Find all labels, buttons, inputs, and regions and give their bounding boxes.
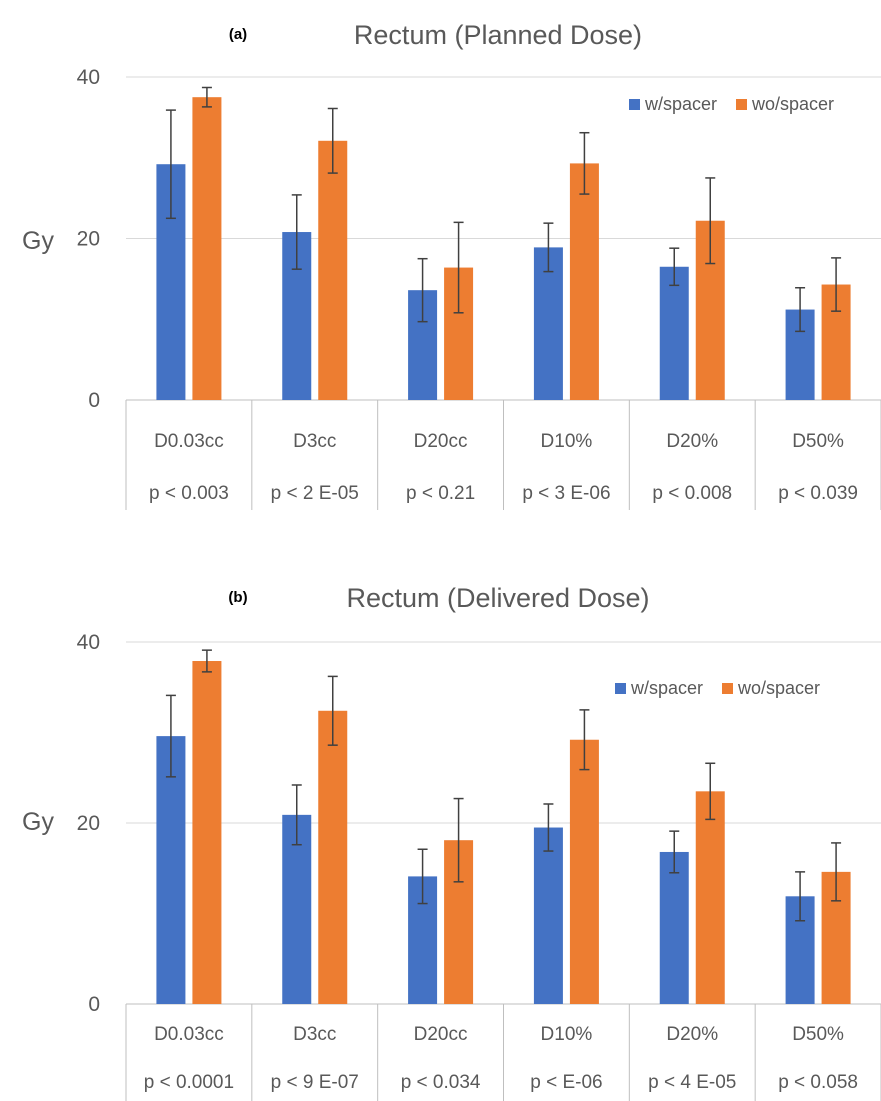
x-tick-sublabel: p < 0.034 (401, 1072, 481, 1093)
x-tick-label: D0.03cc (154, 431, 224, 452)
x-tick-sublabel: p < 0.0001 (144, 1072, 234, 1093)
x-tick-sublabel: p < 0.003 (149, 483, 229, 504)
x-tick-label: D20% (666, 1024, 718, 1045)
x-tick-label: D50% (792, 1024, 844, 1045)
panel-label: (b) (228, 589, 247, 606)
legend-label: wo/spacer (751, 94, 834, 114)
y-tick-label: 20 (77, 228, 100, 251)
y-axis-title: Gy (22, 808, 54, 836)
x-tick-label: D50% (792, 431, 844, 452)
chart-svg: 0 20 40 D0.03cc p < 0.003 D3cc p < 2 E-05 D20cc… (22, 20, 881, 510)
y-tick-label: 0 (88, 389, 100, 412)
bar-wo-spacer (695, 791, 725, 1004)
legend-label: wo/spacer (737, 678, 820, 698)
legend-swatch (629, 99, 640, 110)
x-tick-sublabel: p < 0.008 (652, 483, 732, 504)
x-tick-sublabel: p < 9 E-07 (271, 1072, 359, 1093)
x-tick-label: D10% (541, 1024, 593, 1045)
bar-w-spacer (659, 851, 689, 1004)
x-tick-label: D20cc (414, 1024, 468, 1045)
x-tick-label: D20cc (414, 431, 468, 452)
legend-swatch (722, 683, 733, 694)
y-tick-label: 0 (88, 993, 100, 1016)
bar-w-spacer (533, 247, 563, 400)
bar-wo-spacer (192, 661, 222, 1004)
y-tick-label: 20 (77, 812, 100, 835)
chart-title: Rectum (Delivered Dose) (346, 583, 649, 613)
bar-wo-spacer (569, 739, 599, 1004)
x-tick-sublabel: p < E-06 (530, 1072, 602, 1093)
y-tick-label: 40 (77, 66, 100, 89)
bar-w-spacer (533, 827, 563, 1004)
legend-swatch (736, 99, 747, 110)
legend-label: w/spacer (630, 678, 703, 698)
x-tick-sublabel: p < 4 E-05 (648, 1072, 736, 1093)
x-tick-sublabel: p < 0.039 (778, 483, 858, 504)
chart-title: Rectum (Planned Dose) (354, 20, 642, 50)
x-tick-label: D3cc (293, 1024, 336, 1045)
bar-w-spacer (659, 266, 689, 400)
x-tick-sublabel: p < 3 E-06 (522, 483, 610, 504)
legend-swatch (615, 683, 626, 694)
x-tick-label: D10% (541, 431, 593, 452)
chart-panel-delivered-dose: 0 20 40 D0.03cc p < 0.0001 D3cc p < 9 E-07 D20c… (0, 564, 881, 1101)
legend-label: w/spacer (644, 94, 717, 114)
bar-wo-spacer (192, 97, 222, 400)
chart-svg: 0 20 40 D0.03cc p < 0.0001 D3cc p < 9 E-07 D20c… (22, 583, 881, 1101)
chart-panel-planned-dose: 0 20 40 D0.03cc p < 0.003 D3cc p < 2 E-05 D20cc… (0, 0, 881, 540)
x-tick-label: D3cc (293, 431, 336, 452)
bar-wo-spacer (318, 710, 348, 1004)
x-tick-label: D20% (666, 431, 718, 452)
bar-wo-spacer (569, 163, 599, 400)
x-tick-sublabel: p < 2 E-05 (271, 483, 359, 504)
y-tick-label: 40 (77, 631, 100, 654)
bar-wo-spacer (318, 140, 348, 401)
x-tick-sublabel: p < 0.058 (778, 1072, 858, 1093)
bar-w-spacer (156, 736, 186, 1004)
y-axis-title: Gy (22, 227, 54, 255)
bar-w-spacer (282, 814, 312, 1004)
panel-label: (a) (229, 26, 247, 43)
x-tick-sublabel: p < 0.21 (406, 483, 475, 504)
x-tick-label: D0.03cc (154, 1024, 224, 1045)
